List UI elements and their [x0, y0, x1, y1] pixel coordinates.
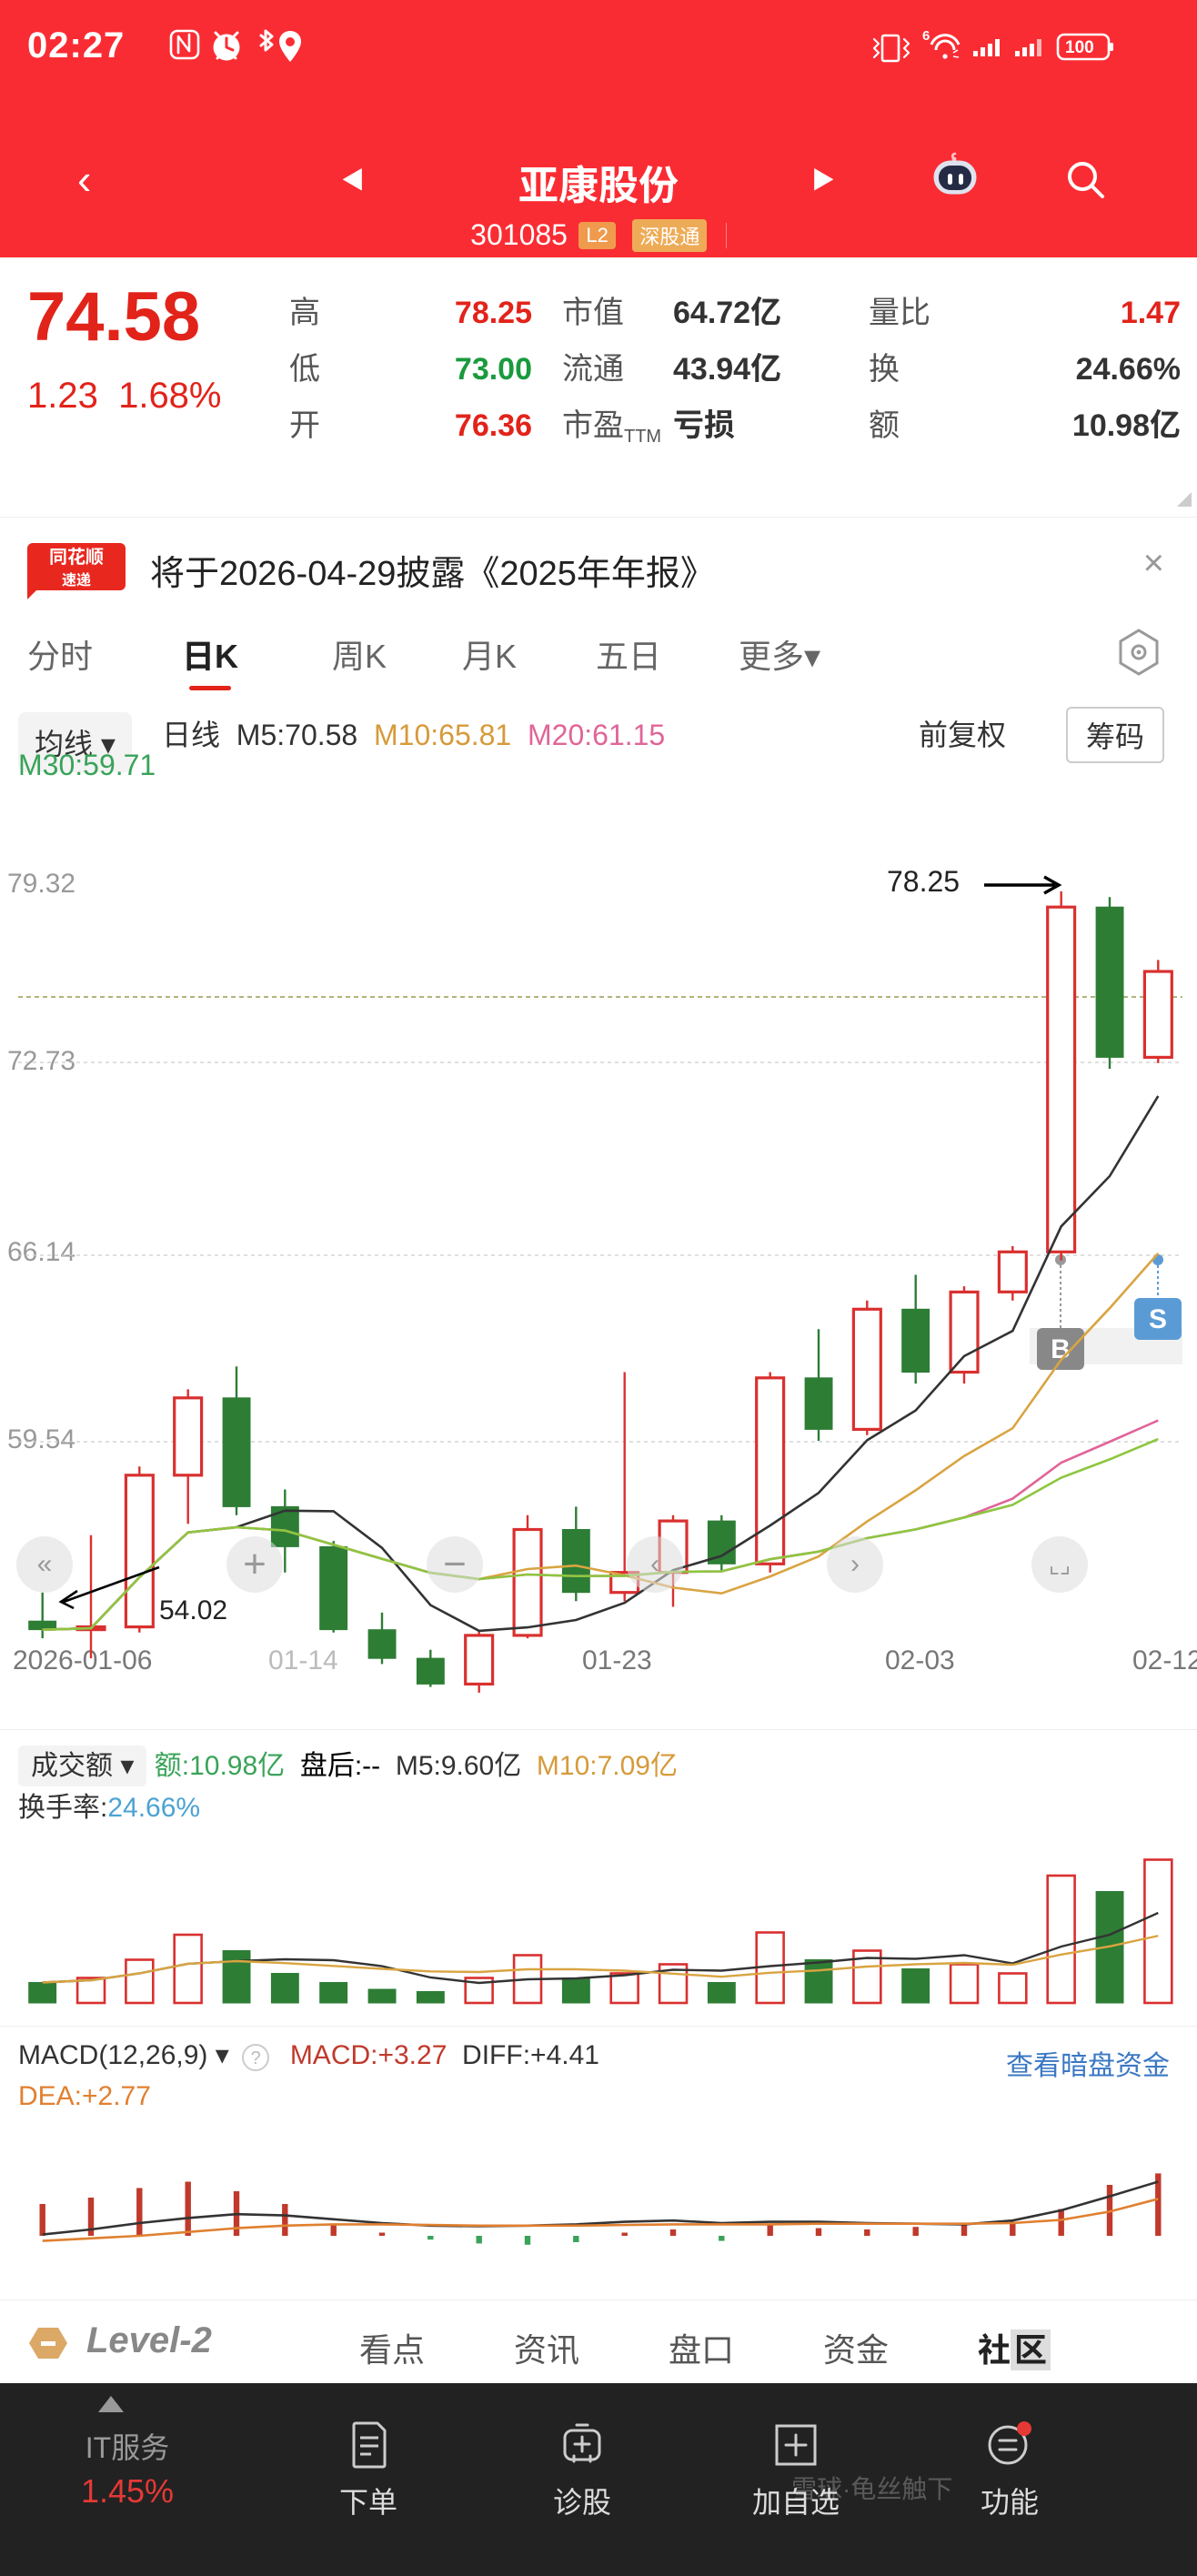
svg-text:S: S [1149, 1304, 1167, 1334]
svg-text:100: 100 [1065, 38, 1094, 57]
svg-text:6: 6 [922, 28, 930, 44]
